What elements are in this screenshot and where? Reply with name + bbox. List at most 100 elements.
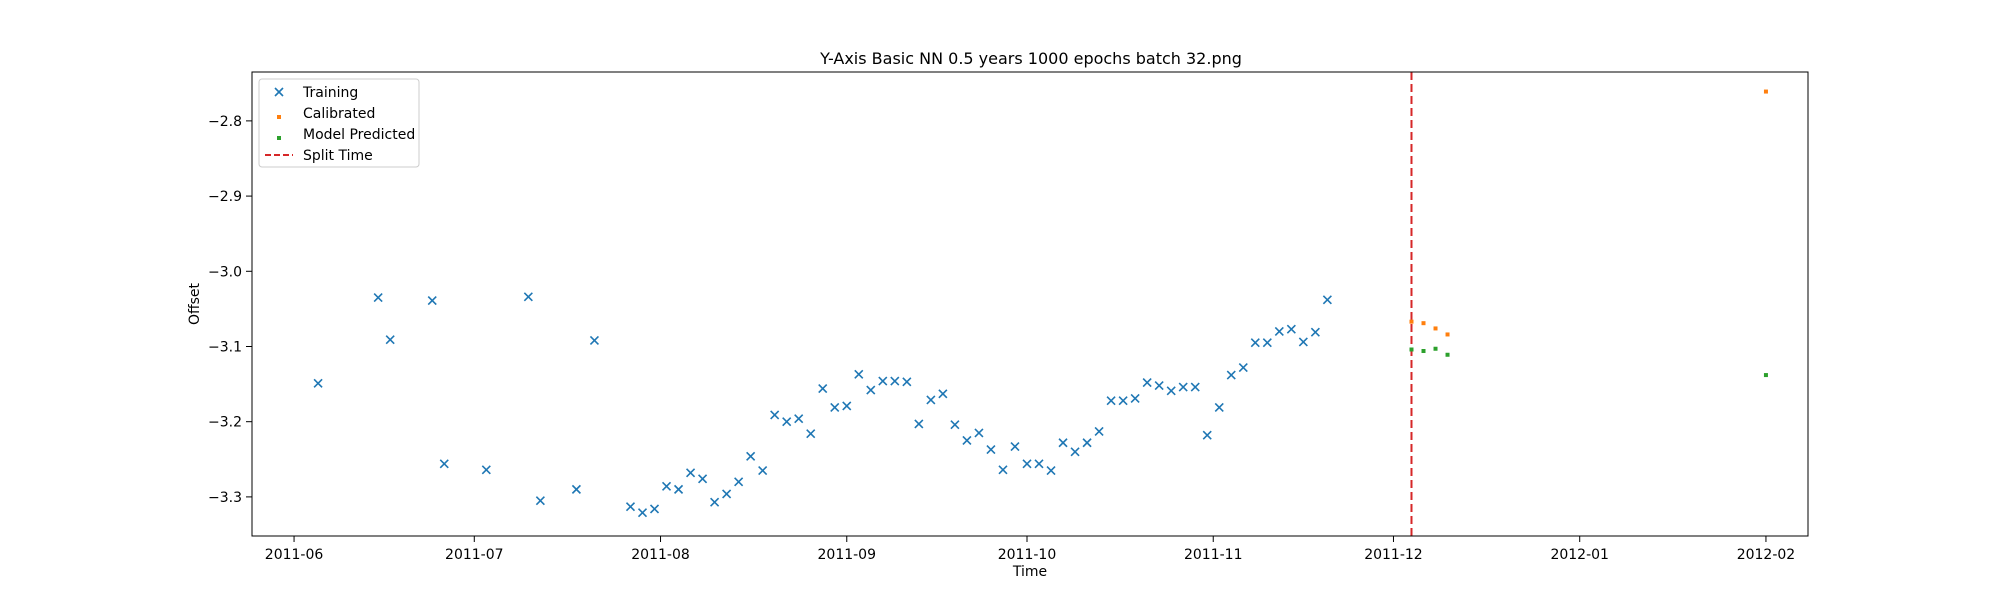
training-point: [1250, 338, 1260, 348]
training-point: [830, 402, 840, 412]
training-point: [1046, 466, 1056, 476]
training-point: [1106, 396, 1116, 406]
plot-area: [251, 71, 1809, 537]
legend-marker-calibrated: [277, 115, 281, 119]
training-point: [685, 468, 696, 478]
training-point: [1178, 382, 1188, 392]
x-tick-label: 2011-09: [818, 547, 877, 563]
legend: Training Calibrated Model Predicted Split T…: [258, 78, 420, 168]
training-point: [722, 489, 732, 499]
calibrated-point: [1433, 326, 1438, 331]
training-point: [962, 435, 972, 446]
training-point: [637, 508, 648, 518]
training-point: [878, 376, 888, 386]
plot-frame: [251, 71, 1809, 537]
training-point: [1214, 402, 1224, 412]
training-point: [673, 484, 684, 494]
x-axis-label: Time: [1012, 564, 1047, 580]
model-predicted-point: [1409, 347, 1414, 352]
training-point: [950, 420, 960, 430]
calibrated-point: [1445, 332, 1450, 337]
x-tick-label: 2011-06: [265, 547, 324, 563]
training-point: [439, 459, 449, 469]
legend-label-model-predicted: Model Predicted: [303, 127, 415, 143]
model-predicted-point: [1421, 349, 1426, 354]
training-point: [1202, 430, 1212, 440]
training-point: [986, 444, 996, 455]
training-point: [1154, 381, 1164, 391]
x-tick-label: 2011-12: [1364, 547, 1423, 563]
training-point: [818, 384, 828, 394]
legend-box: [258, 78, 420, 168]
legend-label-training: Training: [302, 85, 358, 101]
chart-title: Y-Axis Basic NN 0.5 years 1000 epochs ba…: [819, 49, 1242, 68]
training-point: [661, 481, 672, 491]
legend-label-split-time: Split Time: [303, 148, 373, 164]
x-tick-label: 2012-01: [1550, 547, 1609, 563]
training-point: [794, 414, 804, 424]
training-point: [914, 419, 924, 429]
training-point: [649, 504, 660, 514]
training-point: [710, 497, 720, 507]
model-predicted-point: [1445, 352, 1450, 357]
training-point: [1310, 327, 1320, 337]
training-point: [998, 465, 1008, 475]
y-tick-label: −3.0: [208, 264, 242, 280]
training-point: [854, 369, 864, 379]
training-point: [1118, 396, 1128, 406]
training-point: [1010, 441, 1020, 452]
calibrated-point: [1421, 321, 1426, 326]
training-point: [746, 451, 756, 461]
model-predicted-point: [1433, 346, 1438, 351]
x-tick-label: 2011-10: [998, 547, 1057, 563]
y-tick-label: −3.1: [208, 339, 242, 355]
training-point: [938, 389, 948, 399]
training-point: [1094, 426, 1104, 437]
y-tick-label: −3.3: [208, 490, 242, 506]
training-point: [806, 429, 816, 439]
x-tick-label: 2011-08: [631, 547, 690, 563]
calibrated-point: [1763, 89, 1768, 94]
training-point: [313, 378, 323, 388]
legend-marker-model-predicted: [277, 136, 281, 140]
x-tick-label: 2012-02: [1737, 547, 1796, 563]
training-point: [1130, 393, 1140, 403]
training-point: [373, 293, 383, 303]
training-point: [523, 292, 533, 302]
legend-label-calibrated: Calibrated: [303, 106, 375, 122]
y-axis: −3.3 −3.2 −3.1 −3.0 −2.9 −2.8: [208, 114, 252, 506]
training-point: [1262, 338, 1272, 348]
training-point: [427, 296, 437, 306]
training-point: [770, 410, 780, 420]
x-axis: 2011-06 2011-07 2011-08 2011-09 2011-10 2011-…: [265, 536, 1795, 563]
x-tick-label: 2011-07: [445, 547, 504, 563]
training-point: [1034, 459, 1044, 469]
training-point: [1322, 295, 1332, 305]
y-tick-label: −3.2: [208, 415, 242, 431]
training-point: [1022, 459, 1032, 469]
legend-items: Training Calibrated Model Predicted Split T…: [265, 85, 415, 164]
training-point: [589, 335, 600, 346]
legend-marker-training: [274, 87, 284, 97]
training-point: [974, 428, 984, 438]
training-point: [1082, 438, 1092, 448]
training-point: [782, 417, 792, 427]
training-point: [902, 377, 912, 387]
training-point: [890, 376, 900, 386]
training-point: [1166, 386, 1176, 396]
training-point: [1070, 447, 1080, 457]
training-point: [1058, 438, 1068, 448]
training-point: [535, 496, 545, 506]
training-point: [1298, 337, 1308, 347]
training-point: [758, 466, 768, 476]
training-point: [866, 385, 876, 395]
training-point: [1286, 324, 1296, 334]
y-axis-label: Offset: [187, 282, 203, 325]
y-tick-label: −2.8: [208, 114, 242, 130]
training-point: [1238, 362, 1248, 373]
training-point: [1274, 326, 1284, 337]
training-point: [926, 395, 936, 405]
training-point: [734, 477, 744, 487]
training-point: [842, 401, 852, 411]
